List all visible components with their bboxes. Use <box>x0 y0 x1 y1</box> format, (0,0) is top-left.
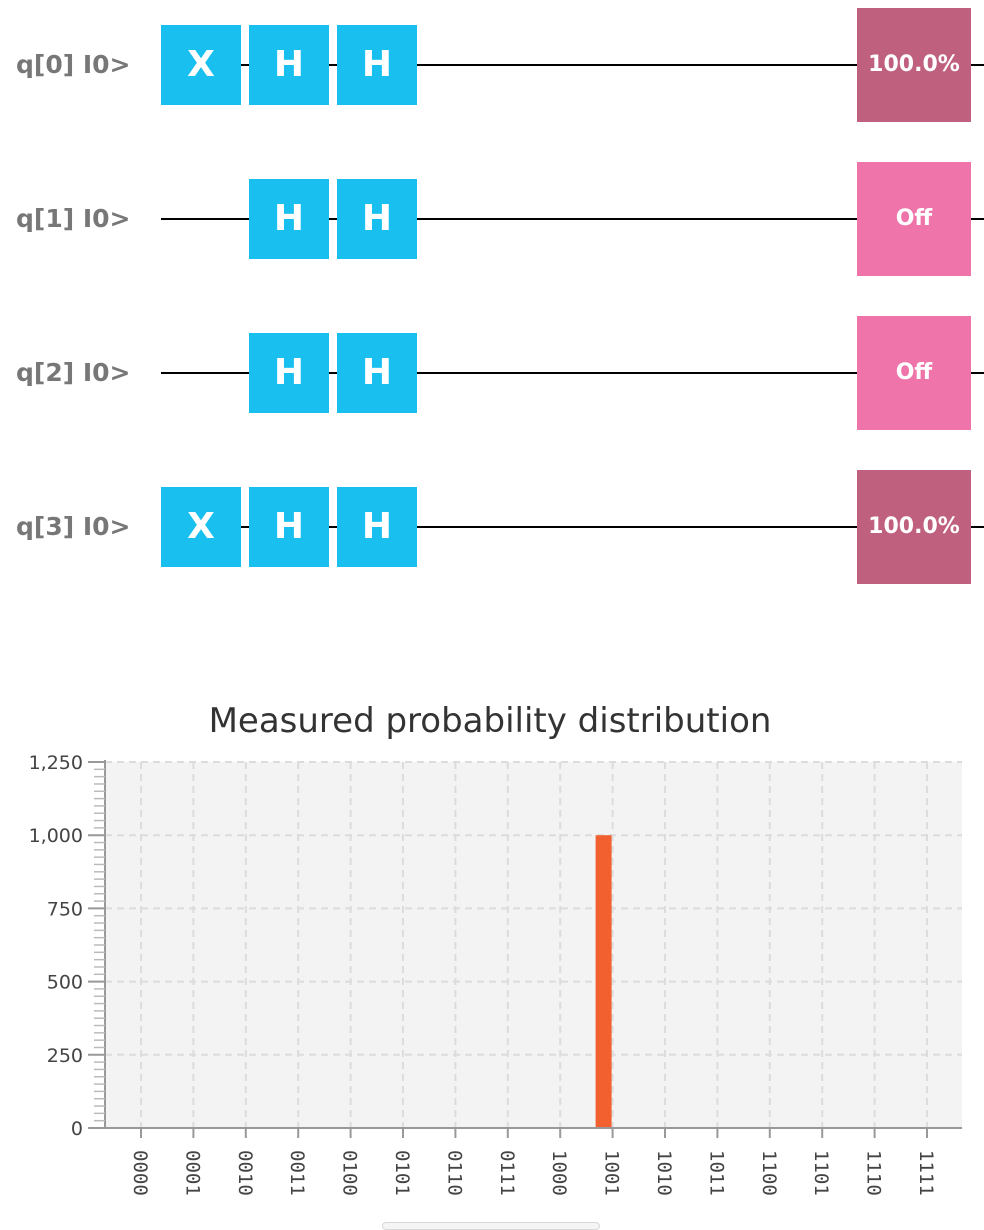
gate-h[interactable]: H <box>249 333 329 413</box>
x-tick-label: 1100 <box>758 1150 780 1196</box>
measurement-gate[interactable]: 100.0% <box>857 470 971 584</box>
y-tick-label: 0 <box>71 1118 83 1140</box>
x-tick-label: 1101 <box>810 1150 832 1196</box>
x-axis-ticks: 0000 0001 0010 0011 0100 0101 0110 0111 1000 1001… <box>129 1128 937 1196</box>
x-tick-label: 1001 <box>601 1150 623 1196</box>
x-tick-label: 1011 <box>705 1150 727 1196</box>
qubit-wire <box>161 218 984 220</box>
x-tick-label: 0110 <box>443 1150 465 1196</box>
y-tick-label: 1,000 <box>29 825 83 847</box>
qubit-row-3: q[3] I0> X H H 100.0% <box>0 470 984 584</box>
x-tick-label: 1111 <box>915 1150 937 1196</box>
y-tick-label: 1,250 <box>29 752 83 774</box>
y-tick-label: 750 <box>47 898 83 920</box>
probability-chart: Measured probability distribution 0 250 50… <box>29 701 962 1196</box>
x-tick-label: 0000 <box>129 1150 151 1196</box>
x-tick-label: 0100 <box>339 1150 361 1196</box>
circuit-panel: q[0] I0> X H H 100.0% q[1] I0> H H Off q… <box>0 8 984 584</box>
gate-h[interactable]: H <box>337 25 417 105</box>
qubit-row-1: q[1] I0> H H Off <box>0 162 984 276</box>
x-tick-label: 1000 <box>548 1150 570 1196</box>
qubit-wire <box>161 64 984 66</box>
y-axis-ticks: 0 250 500 750 1,000 1,250 <box>29 752 105 1140</box>
x-tick-label: 0101 <box>391 1150 413 1196</box>
x-tick-label: 0001 <box>181 1150 203 1196</box>
gate-h[interactable]: H <box>337 487 417 567</box>
chart-title: Measured probability distribution <box>209 701 772 741</box>
qubit-row-2: q[2] I0> H H Off <box>0 316 984 430</box>
gate-h[interactable]: H <box>249 179 329 259</box>
gate-h[interactable]: H <box>249 487 329 567</box>
measurement-gate[interactable]: Off <box>857 316 971 430</box>
bar <box>595 835 612 1128</box>
gate-h[interactable]: H <box>337 333 417 413</box>
gate-x[interactable]: X <box>161 25 241 105</box>
qubit-label: q[3] I0> <box>16 512 131 541</box>
x-tick-label: 1010 <box>653 1150 675 1196</box>
y-tick-label: 250 <box>47 1045 83 1067</box>
scrollbar[interactable] <box>382 1222 600 1230</box>
qubit-wire <box>161 372 984 374</box>
x-tick-label: 1110 <box>863 1150 885 1196</box>
qubit-label: q[2] I0> <box>16 358 131 387</box>
bars <box>595 835 612 1128</box>
x-tick-label: 0111 <box>496 1150 518 1196</box>
gate-x[interactable]: X <box>161 487 241 567</box>
y-tick-label: 500 <box>47 972 83 994</box>
plot-area <box>105 762 962 1128</box>
measurement-gate[interactable]: Off <box>857 162 971 276</box>
gate-h[interactable]: H <box>249 25 329 105</box>
qubit-label: q[0] I0> <box>16 50 131 79</box>
qubit-label: q[1] I0> <box>16 204 131 233</box>
axes <box>88 760 962 1129</box>
gate-h[interactable]: H <box>337 179 417 259</box>
qubit-row-0: q[0] I0> X H H 100.0% <box>0 8 984 122</box>
x-tick-label: 0010 <box>234 1150 256 1196</box>
x-tick-label: 0011 <box>286 1150 308 1196</box>
measurement-gate[interactable]: 100.0% <box>857 8 971 122</box>
qubit-wire <box>161 526 984 528</box>
grid-lines <box>105 761 962 1128</box>
